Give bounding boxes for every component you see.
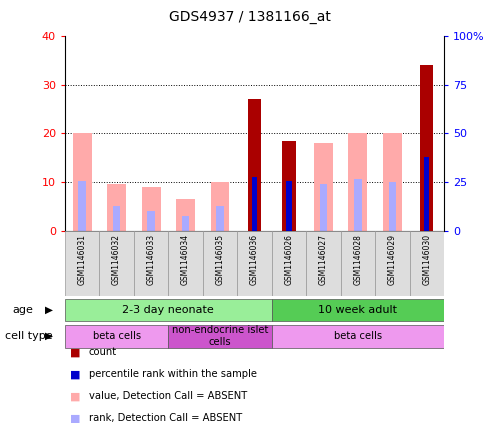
Bar — [142, 187, 161, 231]
Bar — [134, 231, 168, 296]
Text: GSM1146036: GSM1146036 — [250, 234, 259, 285]
Bar — [107, 184, 126, 231]
Bar — [424, 157, 430, 231]
Bar — [420, 65, 434, 231]
Text: GSM1146028: GSM1146028 — [353, 234, 362, 285]
Text: beta cells: beta cells — [92, 331, 141, 341]
Bar — [147, 211, 155, 231]
Bar — [383, 133, 402, 231]
Bar — [65, 325, 168, 348]
Bar — [182, 216, 189, 231]
Text: beta cells: beta cells — [334, 331, 382, 341]
Bar — [168, 325, 272, 348]
Bar — [389, 182, 396, 231]
Bar — [272, 231, 306, 296]
Bar — [410, 231, 444, 296]
Bar — [282, 140, 295, 231]
Text: GDS4937 / 1381166_at: GDS4937 / 1381166_at — [169, 10, 330, 24]
Bar — [65, 231, 99, 296]
Text: GSM1146030: GSM1146030 — [422, 234, 431, 285]
Bar — [348, 133, 367, 231]
Bar — [113, 206, 120, 231]
Bar — [314, 143, 333, 231]
Bar — [375, 231, 410, 296]
Text: GSM1146027: GSM1146027 — [319, 234, 328, 285]
Bar — [216, 206, 224, 231]
Bar — [203, 231, 237, 296]
Text: GSM1146032: GSM1146032 — [112, 234, 121, 285]
Bar — [99, 231, 134, 296]
Bar — [248, 99, 261, 231]
Bar — [168, 231, 203, 296]
Text: 10 week adult: 10 week adult — [318, 305, 397, 315]
Bar — [272, 325, 444, 348]
Text: ▶: ▶ — [45, 305, 53, 315]
Bar — [252, 177, 257, 231]
Text: GSM1146026: GSM1146026 — [284, 234, 293, 285]
Bar — [176, 199, 195, 231]
Bar — [354, 179, 362, 231]
Text: count: count — [89, 347, 117, 357]
Text: ■: ■ — [70, 413, 80, 423]
Text: ■: ■ — [70, 369, 80, 379]
Text: GSM1146034: GSM1146034 — [181, 234, 190, 285]
Text: percentile rank within the sample: percentile rank within the sample — [89, 369, 257, 379]
Text: GSM1146029: GSM1146029 — [388, 234, 397, 285]
Bar — [73, 133, 92, 231]
Bar — [78, 181, 86, 231]
Text: ▶: ▶ — [45, 331, 53, 341]
Text: ■: ■ — [70, 347, 80, 357]
Bar — [211, 182, 230, 231]
Text: value, Detection Call = ABSENT: value, Detection Call = ABSENT — [89, 391, 247, 401]
Text: ■: ■ — [70, 391, 80, 401]
Bar — [306, 231, 341, 296]
Bar — [237, 231, 272, 296]
Text: rank, Detection Call = ABSENT: rank, Detection Call = ABSENT — [89, 413, 242, 423]
Bar — [272, 299, 444, 321]
Text: GSM1146033: GSM1146033 — [147, 234, 156, 285]
Text: cell type: cell type — [5, 331, 52, 341]
Text: GSM1146035: GSM1146035 — [216, 234, 225, 285]
Bar — [286, 181, 291, 231]
Text: GSM1146031: GSM1146031 — [78, 234, 87, 285]
Text: 2-3 day neonate: 2-3 day neonate — [122, 305, 214, 315]
Bar — [65, 299, 272, 321]
Text: non-endocrine islet
cells: non-endocrine islet cells — [172, 325, 268, 346]
Bar — [320, 184, 327, 231]
Bar — [341, 231, 375, 296]
Text: age: age — [12, 305, 33, 315]
